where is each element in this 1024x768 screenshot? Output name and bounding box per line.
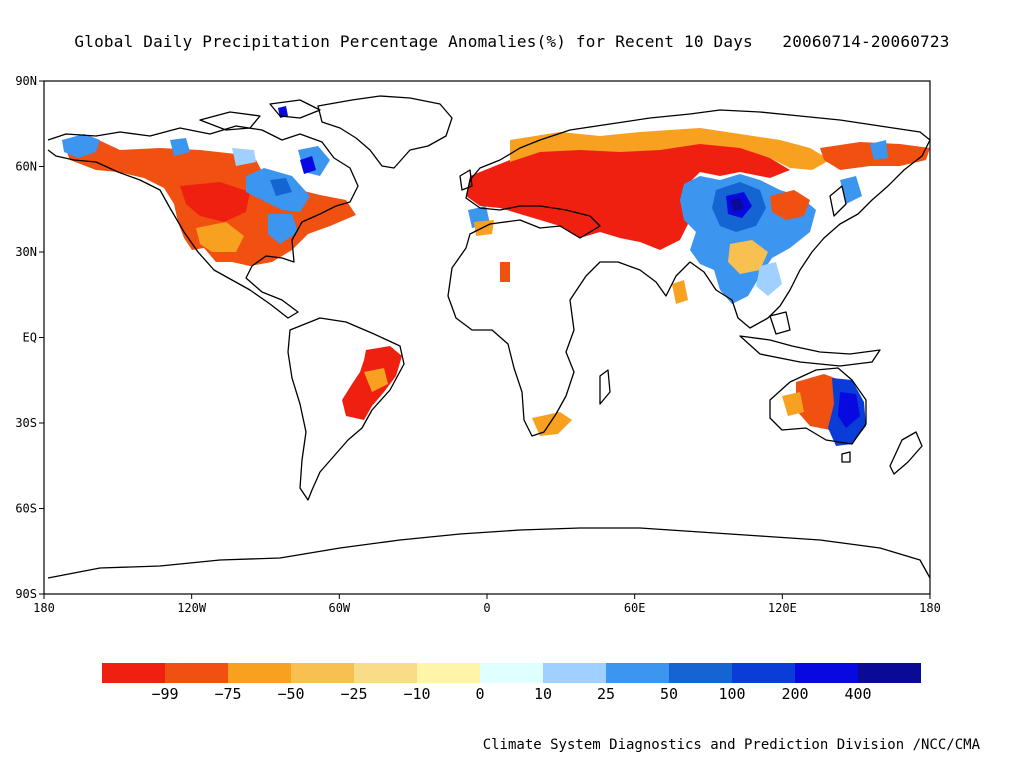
anomaly-patch xyxy=(170,138,190,156)
coastline xyxy=(769,367,867,445)
lon-tick-label: 60W xyxy=(328,601,350,615)
legend-swatch xyxy=(795,663,858,683)
coastline xyxy=(287,317,405,501)
anomaly-patch xyxy=(466,142,790,250)
coastline xyxy=(841,451,851,463)
lon-tick-label: 120E xyxy=(768,601,797,615)
lon-tick-label: 120W xyxy=(177,601,207,615)
chart-title: Global Daily Precipitation Percentage An… xyxy=(0,32,1024,51)
legend-swatch xyxy=(228,663,291,683)
coastline xyxy=(829,185,847,217)
lat-tick-label: 30N xyxy=(15,245,37,259)
anomaly-patch xyxy=(364,368,388,392)
legend-swatch xyxy=(858,663,921,683)
legend-label: −25 xyxy=(340,685,367,703)
legend-label: 25 xyxy=(597,685,615,703)
lat-tick-label: EQ xyxy=(23,331,37,345)
legend-swatch xyxy=(165,663,228,683)
legend-swatch xyxy=(543,663,606,683)
anomaly-patch xyxy=(838,392,860,428)
anomaly-patch xyxy=(770,190,810,220)
title-text: Global Daily Precipitation Percentage An… xyxy=(74,32,753,51)
date-range: 20060714-20060723 xyxy=(782,32,950,51)
map-frame xyxy=(43,80,931,595)
legend-label: 50 xyxy=(660,685,678,703)
anomaly-patch xyxy=(672,280,688,304)
coastline xyxy=(269,99,321,119)
coastline xyxy=(769,311,791,335)
anomaly-patch xyxy=(270,178,292,196)
anomaly-patch xyxy=(180,182,250,222)
legend-swatch xyxy=(417,663,480,683)
legend-label: −75 xyxy=(214,685,241,703)
coastline xyxy=(739,335,881,367)
lat-tick-label: 60N xyxy=(15,160,37,174)
coastline xyxy=(447,109,931,437)
coastlines xyxy=(47,95,931,579)
legend-label: −10 xyxy=(403,685,430,703)
legend-label: 400 xyxy=(844,685,871,703)
anomaly-patch xyxy=(756,262,782,296)
legend-label: 100 xyxy=(718,685,745,703)
anomaly-patch xyxy=(870,140,888,160)
anomaly-patch xyxy=(300,156,316,174)
legend-swatch xyxy=(291,663,354,683)
coastline xyxy=(47,125,359,319)
legend-swatch xyxy=(606,663,669,683)
anomaly-patch xyxy=(840,176,862,204)
anomaly-patch xyxy=(796,374,842,430)
lat-tick-label: 90N xyxy=(15,74,37,88)
lon-tick-label: 180 xyxy=(33,601,55,615)
coastline xyxy=(199,111,261,131)
legend-swatch xyxy=(354,663,417,683)
coastline xyxy=(599,369,611,405)
anomaly-patch xyxy=(730,198,744,212)
legend-label: 200 xyxy=(781,685,808,703)
color-legend: −99 −75 −50 −25 −10 0 10 25 50 100 200 400 xyxy=(102,663,921,703)
legend-label: −50 xyxy=(277,685,304,703)
lat-tick-label: 30S xyxy=(15,416,37,430)
coastline xyxy=(459,169,473,191)
anomaly-patch xyxy=(196,222,244,252)
lon-tick-label: 60E xyxy=(624,601,646,615)
anomaly-patch xyxy=(728,240,768,274)
lat-tick-label: 60S xyxy=(15,502,37,516)
anomaly-patch xyxy=(474,220,494,236)
legend-swatch xyxy=(732,663,795,683)
anomaly-patch xyxy=(62,134,100,158)
anomaly-patch xyxy=(782,392,804,416)
lon-tick-label: 0 xyxy=(483,601,490,615)
legend-label: 10 xyxy=(534,685,552,703)
credit-line: Climate System Diagnostics and Predictio… xyxy=(482,737,980,753)
legend-swatch xyxy=(669,663,732,683)
coastline xyxy=(47,527,931,579)
anomaly-patch xyxy=(232,148,256,166)
lon-tick-label: 180 xyxy=(919,601,941,615)
coastline xyxy=(317,95,453,169)
coastline xyxy=(889,431,923,475)
legend-label: 0 xyxy=(475,685,484,703)
anomaly-patch xyxy=(268,214,298,244)
legend-label: −99 xyxy=(151,685,178,703)
anomaly-patch xyxy=(532,412,572,436)
legend-swatch xyxy=(480,663,543,683)
anomaly-patches xyxy=(62,106,930,446)
anomaly-patch xyxy=(500,262,510,282)
lat-tick-label: 90S xyxy=(15,587,37,601)
legend-swatch xyxy=(102,663,165,683)
anomaly-patch xyxy=(278,106,288,118)
anomaly-patch xyxy=(510,128,830,170)
